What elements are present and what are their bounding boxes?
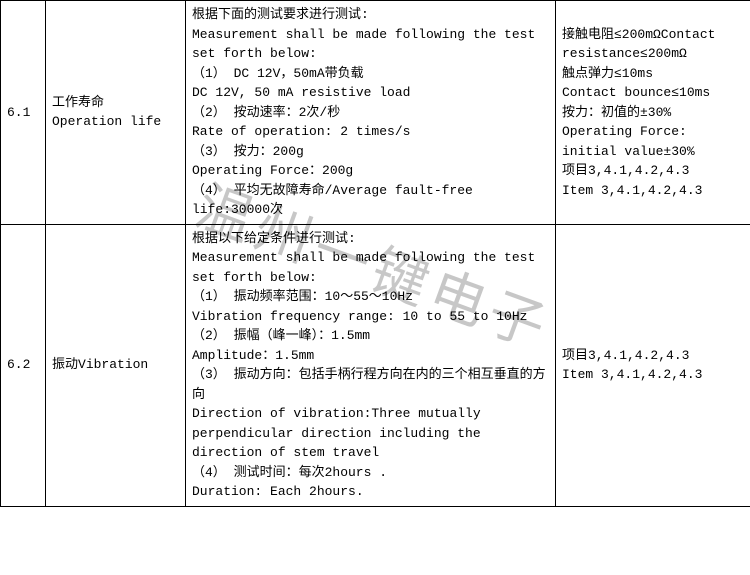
- test-line: （3） 按力：200g: [192, 142, 549, 162]
- result-line: Contact bounce≤10ms: [562, 83, 744, 103]
- test-line: （2） 按动速率：2次/秒: [192, 103, 549, 123]
- name-cn: 振动: [52, 357, 78, 372]
- result-line: 触点弹力≤10ms: [562, 64, 744, 84]
- spec-table: 6.1 工作寿命 Operation life 根据下面的测试要求进行测试: M…: [0, 0, 750, 507]
- test-line: Rate of operation: 2 times/s: [192, 122, 549, 142]
- test-line: Amplitude：1.5mm: [192, 346, 549, 366]
- test-line: Duration: Each 2hours.: [192, 482, 549, 502]
- test-line: （3） 振动方向：包括手柄行程方向在内的三个相互垂直的方向: [192, 365, 549, 404]
- row-number: 6.2: [1, 224, 46, 506]
- result-line: 项目3,4.1,4.2,4.3: [562, 161, 744, 181]
- test-line: Vibration frequency range: 10 to 55 to 1…: [192, 307, 549, 327]
- result-line: 项目3,4.1,4.2,4.3: [562, 346, 744, 366]
- test-line: 根据以下给定条件进行测试:: [192, 229, 549, 249]
- name-en: Vibration: [78, 357, 148, 372]
- test-conditions: 根据下面的测试要求进行测试: Measurement shall be made…: [186, 1, 556, 225]
- test-line: Measurement shall be made following the …: [192, 25, 549, 64]
- table-row: 6.2 振动Vibration 根据以下给定条件进行测试: Measuremen…: [1, 224, 750, 506]
- test-line: （1） 振动频率范围：10～55～10Hz: [192, 287, 549, 307]
- table-row: 6.1 工作寿命 Operation life 根据下面的测试要求进行测试: M…: [1, 1, 750, 225]
- test-line: （1） DC 12V，50mA带负载: [192, 64, 549, 84]
- test-line: （4） 平均无故障寿命/Average fault-free life:3000…: [192, 181, 549, 220]
- result-line: Item 3,4.1,4.2,4.3: [562, 181, 744, 201]
- result-line: Item 3,4.1,4.2,4.3: [562, 365, 744, 385]
- name-en: Operation life: [52, 114, 161, 129]
- result-line: Operating Force:: [562, 122, 744, 142]
- test-line: 根据下面的测试要求进行测试:: [192, 5, 549, 25]
- result-criteria: 接触电阻≤200mΩContact resistance≤200mΩ 触点弹力≤…: [556, 1, 750, 225]
- result-criteria: 项目3,4.1,4.2,4.3 Item 3,4.1,4.2,4.3: [556, 224, 750, 506]
- row-name: 工作寿命 Operation life: [46, 1, 186, 225]
- result-line: initial value±30%: [562, 142, 744, 162]
- name-cn: 工作寿命: [52, 95, 104, 110]
- test-line: Direction of vibration:Three mutually pe…: [192, 404, 549, 463]
- test-line: DC 12V, 50 mA resistive load: [192, 83, 549, 103]
- result-line: 按力：初值的±30%: [562, 103, 744, 123]
- row-number: 6.1: [1, 1, 46, 225]
- test-conditions: 根据以下给定条件进行测试: Measurement shall be made …: [186, 224, 556, 506]
- test-line: Measurement shall be made following the …: [192, 248, 549, 287]
- result-line: 接触电阻≤200mΩContact resistance≤200mΩ: [562, 25, 744, 64]
- test-line: （4） 测试时间：每次2hours .: [192, 463, 549, 483]
- test-line: （2） 振幅（峰一峰）：1.5mm: [192, 326, 549, 346]
- test-line: Operating Force：200g: [192, 161, 549, 181]
- row-name: 振动Vibration: [46, 224, 186, 506]
